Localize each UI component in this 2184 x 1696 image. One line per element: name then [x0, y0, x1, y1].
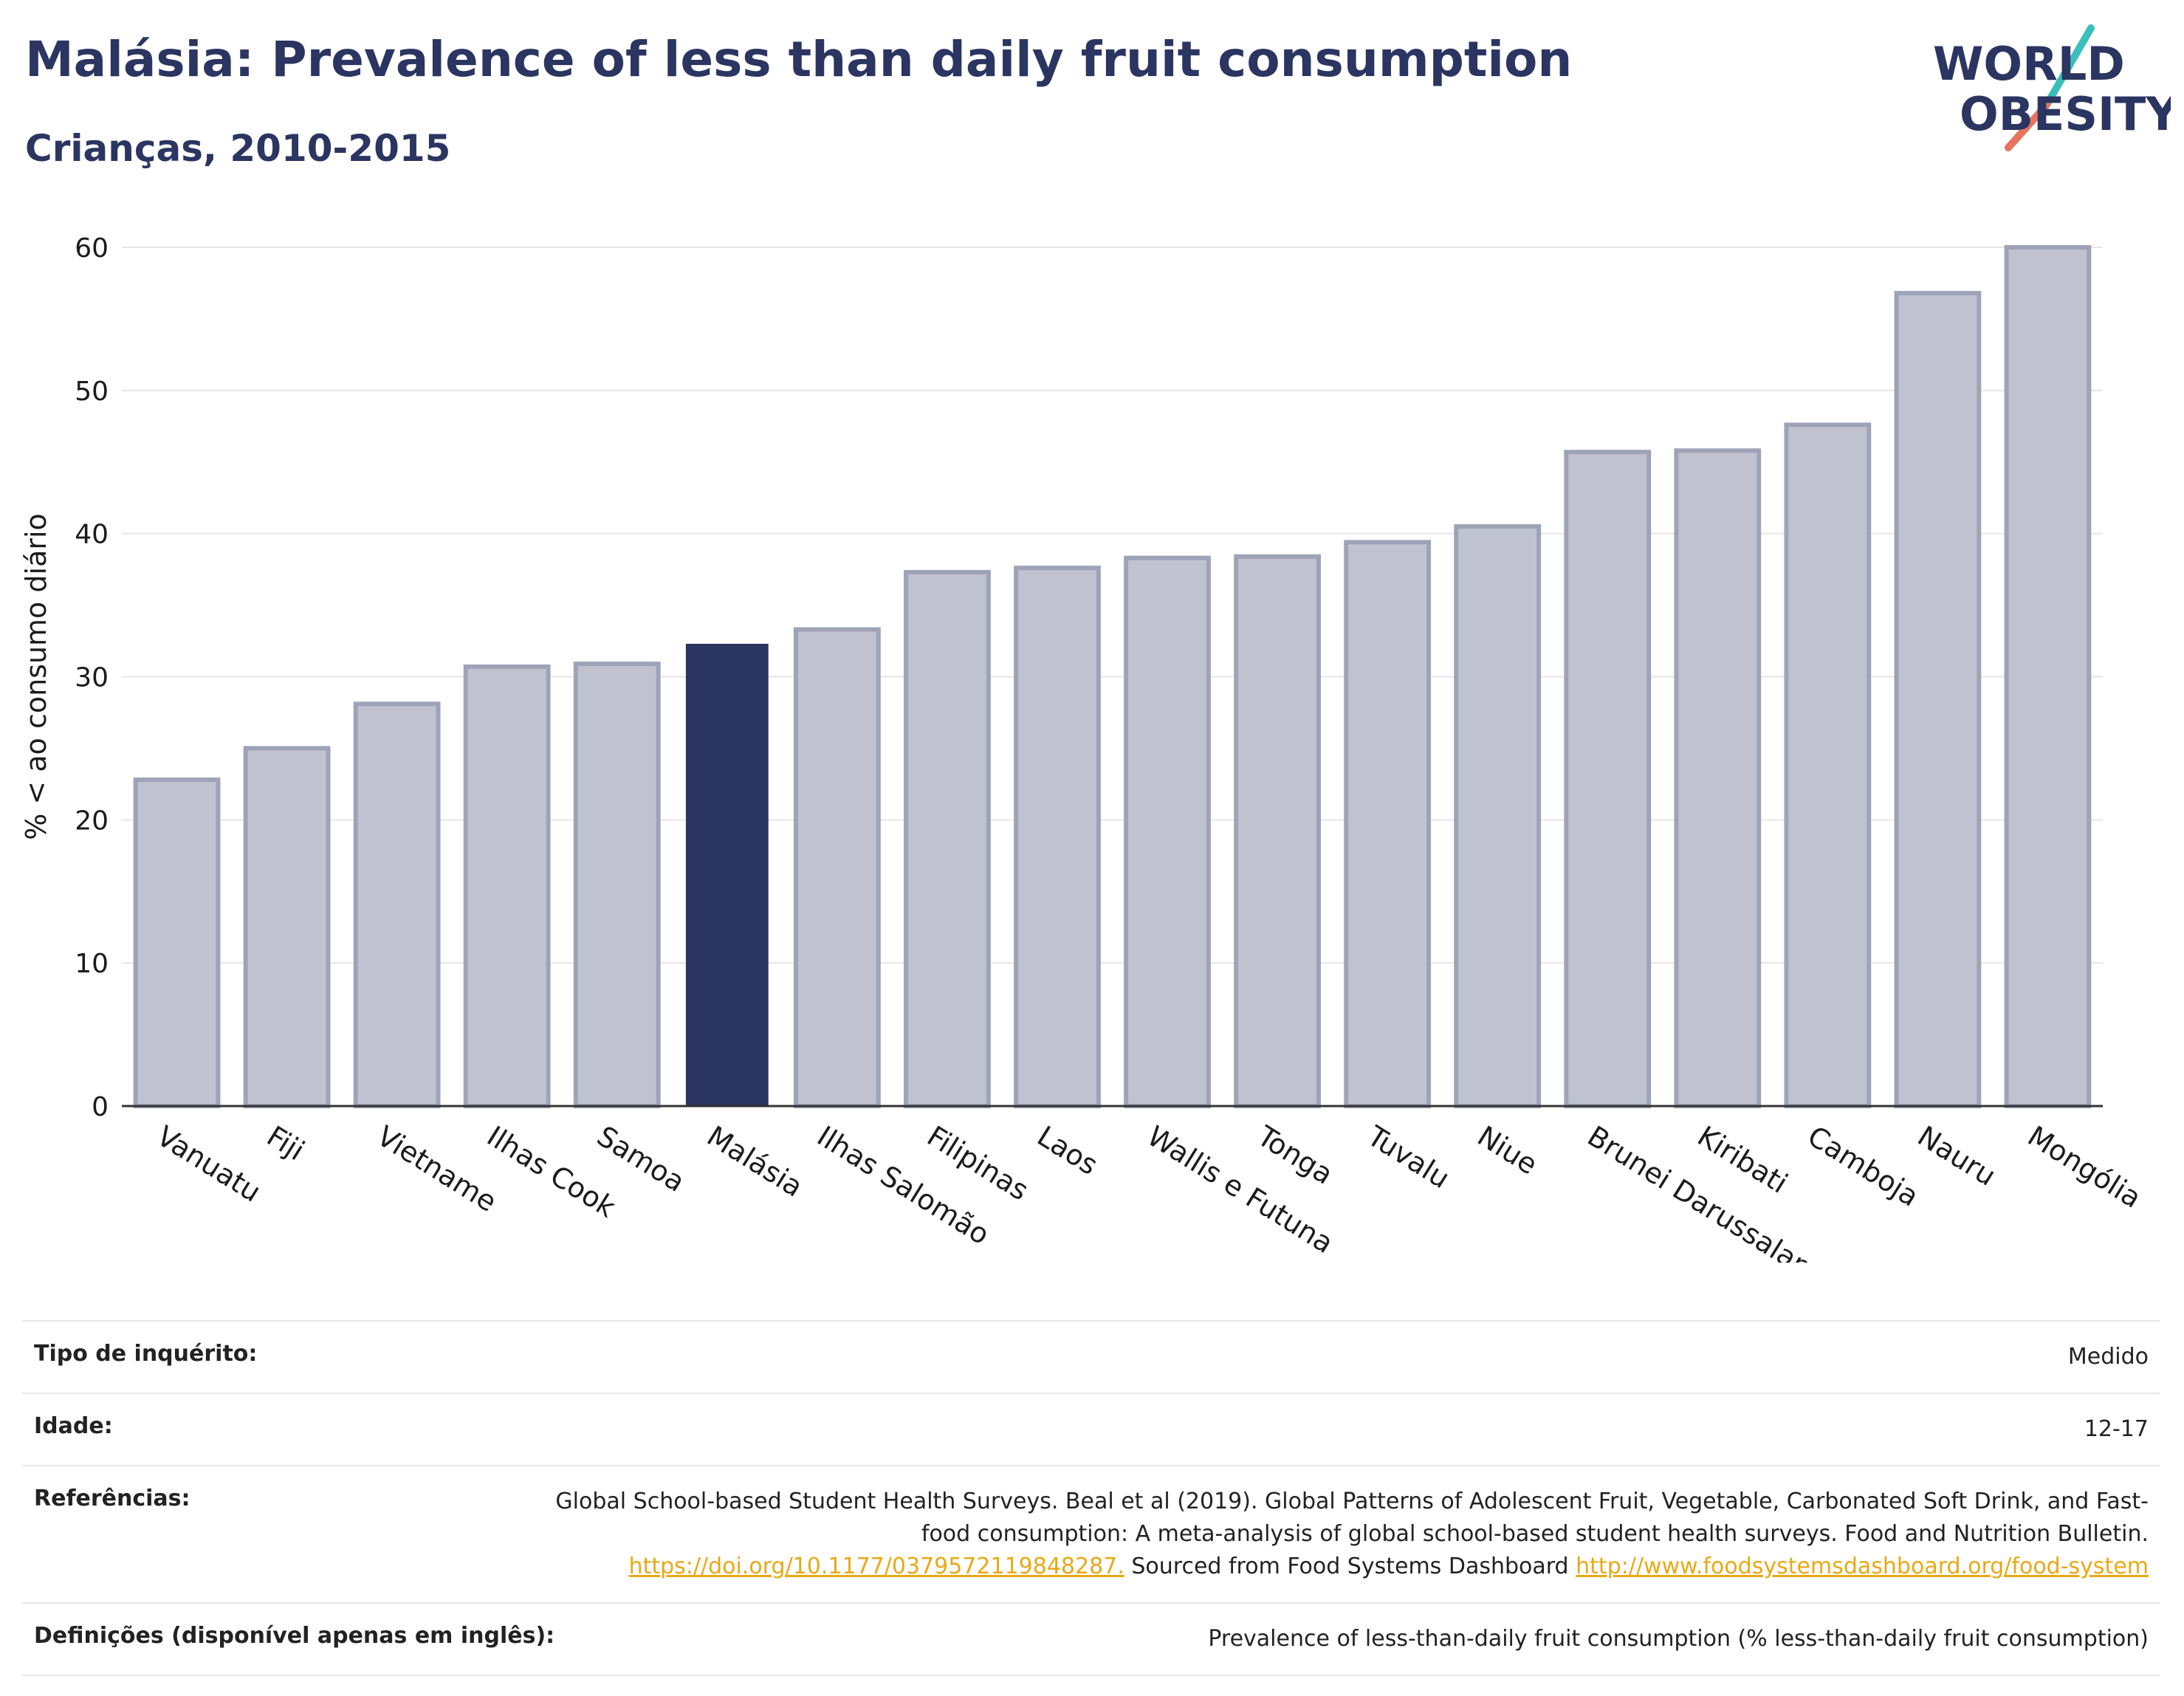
- y-axis-label: % < ao consumo diário: [20, 513, 52, 840]
- bar-filipinas: [904, 570, 991, 1109]
- chart-subtitle: Crianças, 2010-2015: [25, 127, 451, 170]
- definitions-row: Definições (disponível apenas em inglês)…: [22, 1602, 2160, 1676]
- y-tick-label: 10: [75, 949, 109, 979]
- info-table: Tipo de inquérito: Medido Idade: 12-17 R…: [22, 1320, 2160, 1676]
- sourced-from-text: Sourced from Food Systems Dashboard: [1131, 1553, 1569, 1579]
- survey-type-label: Tipo de inquérito:: [34, 1341, 258, 1367]
- x-tick-label: Vanuatu: [151, 1119, 267, 1208]
- y-tick-label: 50: [75, 377, 109, 407]
- bar-fiji: [243, 746, 331, 1109]
- y-tick-labels: 0 10 20 30 40 50 60: [75, 233, 109, 1122]
- bar-tonga: [1234, 554, 1321, 1108]
- x-tick-label: Laos: [1031, 1119, 1104, 1181]
- bar-mongólia: [2004, 245, 2092, 1108]
- x-tick-label: Vietname: [371, 1119, 502, 1218]
- bar-nauru: [1894, 291, 1982, 1109]
- x-tick-label: Camboja: [1802, 1119, 1925, 1212]
- age-row: Idade: 12-17: [22, 1393, 2160, 1465]
- world-obesity-logo-icon: WORLD OBESITY: [1933, 24, 2171, 151]
- survey-type-value: Medido: [2067, 1344, 2149, 1370]
- x-tick-label: Niue: [1472, 1119, 1543, 1181]
- bar-ilhas-salomão: [793, 627, 881, 1108]
- bar-malásia: [685, 643, 769, 1106]
- chart-title: Malásia: Prevalence of less than daily f…: [25, 31, 1573, 88]
- y-tick-label: 60: [75, 233, 109, 264]
- bar-laos: [1014, 566, 1101, 1109]
- x-tick-label: Mongólia: [2022, 1119, 2147, 1214]
- survey-type-row: Tipo de inquérito: Medido: [22, 1320, 2160, 1393]
- doi-link[interactable]: https://doi.org/10.1177/0379572119848287…: [628, 1553, 1124, 1579]
- grid-lines: [122, 247, 2103, 964]
- y-tick-label: 40: [75, 520, 109, 550]
- definitions-label: Definições (disponível apenas em inglês)…: [34, 1623, 555, 1649]
- bar-kiribati: [1674, 448, 1762, 1108]
- x-tick-label: Malásia: [701, 1119, 808, 1203]
- logo-slash-coral: [2005, 101, 2050, 151]
- references-label: Referências:: [34, 1486, 190, 1511]
- x-tick-label: Wallis e Futuna: [1141, 1119, 1339, 1260]
- x-tick-label: Tuvalu: [1361, 1119, 1456, 1195]
- food-systems-dashboard-link[interactable]: http://www.foodsystemsdashboard.org/food…: [1576, 1553, 2149, 1579]
- bar-brunei-darussalam: [1564, 450, 1652, 1109]
- x-tick-label: Tonga: [1251, 1119, 1339, 1191]
- logo-line1: WORLD: [1933, 37, 2125, 91]
- bars: [133, 245, 2092, 1109]
- bar-ilhas-cook: [463, 664, 551, 1108]
- bar-tuvalu: [1344, 540, 1432, 1108]
- bar-vanuatu: [133, 777, 221, 1108]
- definitions-value: Prevalence of less-than-daily fruit cons…: [1208, 1626, 2149, 1652]
- bar-samoa: [573, 662, 661, 1108]
- y-tick-label: 0: [92, 1092, 109, 1122]
- references-row: Referências: Global School-based Student…: [22, 1465, 2160, 1602]
- bar-camboja: [1784, 422, 1872, 1108]
- age-label: Idade:: [34, 1413, 113, 1439]
- age-value: 12-17: [2084, 1416, 2149, 1442]
- logo-line2: OBESITY: [1960, 87, 2171, 141]
- x-tick-label: Fiji: [261, 1119, 310, 1167]
- y-tick-label: 20: [75, 806, 109, 836]
- logo-slash-teal: [2043, 24, 2095, 109]
- bar-vietname: [353, 701, 441, 1108]
- x-tick-label: Nauru: [1912, 1119, 2002, 1192]
- references-value: Global School-based Student Health Surve…: [524, 1486, 2149, 1583]
- bar-wallis-e-futuna: [1124, 555, 1211, 1108]
- y-tick-label: 30: [75, 663, 109, 693]
- bar-niue: [1454, 523, 1542, 1109]
- references-text: Global School-based Student Health Surve…: [555, 1489, 2149, 1547]
